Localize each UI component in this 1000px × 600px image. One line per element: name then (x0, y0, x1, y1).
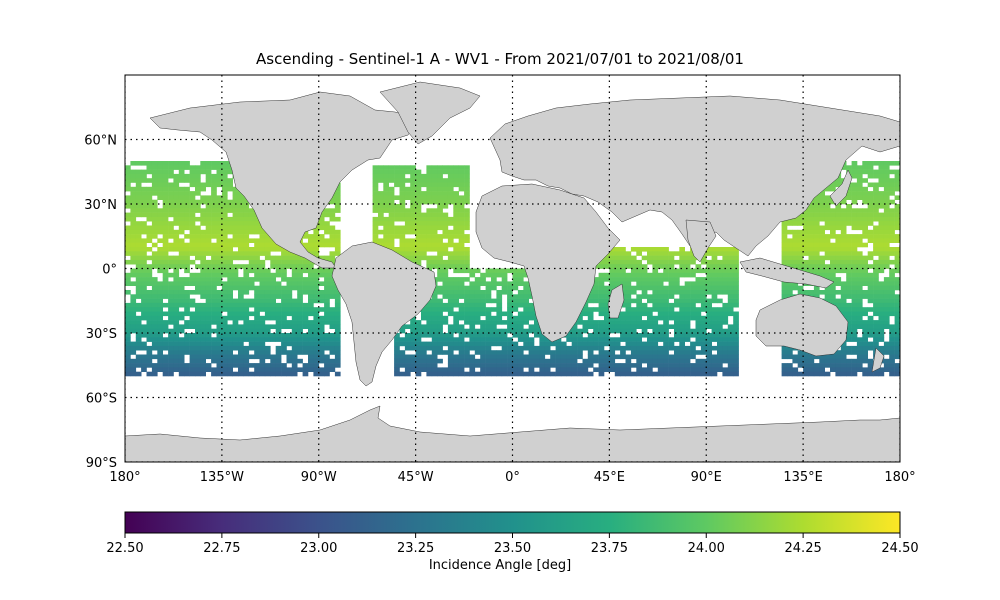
land-madagascar (607, 283, 625, 319)
lon-tick-label: 45°E (594, 470, 625, 485)
map-frame (124, 74, 901, 463)
land-south-america (331, 241, 437, 387)
colorbar-tick-label: 23.75 (591, 541, 628, 556)
colorbar-label: Incidence Angle [deg] (428, 558, 572, 573)
land-indonesia (739, 257, 835, 289)
colorbar-tick-label: 24.00 (688, 541, 725, 556)
colorbar-tick-label: 23.25 (397, 541, 434, 556)
lat-tick-label: 90°S (86, 456, 117, 471)
colorbar-tick-label: 23.50 (494, 541, 531, 556)
land-new-zealand (871, 347, 885, 373)
colorbar (124, 511, 901, 534)
lat-tick-label: 60°S (86, 392, 117, 407)
colorbar-tick-label: 22.50 (106, 541, 143, 556)
lat-tick-label: 0° (102, 263, 117, 278)
latitude-tick-labels: 60°N 30°N 0° 30°S 60°S 90°S (84, 134, 117, 472)
lon-tick-label: 180° (109, 470, 140, 485)
lon-tick-label: 135°E (783, 470, 823, 485)
chart-title: Ascending - Sentinel-1 A - WV1 - From 20… (256, 50, 744, 68)
lat-tick-label: 30°S (86, 327, 117, 342)
land-australia (755, 293, 849, 357)
lon-tick-label: 0° (505, 470, 520, 485)
land-india (685, 219, 717, 263)
lon-tick-label: 45°W (398, 470, 434, 485)
colorbar-tick-label: 24.25 (785, 541, 822, 556)
colorbar-tick-label: 23.00 (300, 541, 337, 556)
lat-tick-label: 30°N (84, 198, 117, 213)
colorbar-ticks: 22.50 22.75 23.00 23.25 23.50 23.75 24.00 24.25… (106, 533, 919, 556)
land-greenland (379, 81, 481, 145)
gridlines (125, 75, 900, 462)
lon-tick-label: 180° (884, 470, 915, 485)
colorbar-tick-label: 22.75 (203, 541, 240, 556)
land-japan (829, 169, 853, 207)
colorbar-tick-label: 24.50 (881, 541, 918, 556)
longitude-tick-labels: 180° 135°W 90°W 45°W 0° 45°E 90°E 135°E 180° (109, 470, 915, 485)
land-north-america (149, 91, 421, 269)
lon-tick-label: 90°W (301, 470, 337, 485)
lon-tick-label: 135°W (200, 470, 244, 485)
lat-tick-label: 60°N (84, 134, 117, 149)
lon-tick-label: 90°E (691, 470, 722, 485)
